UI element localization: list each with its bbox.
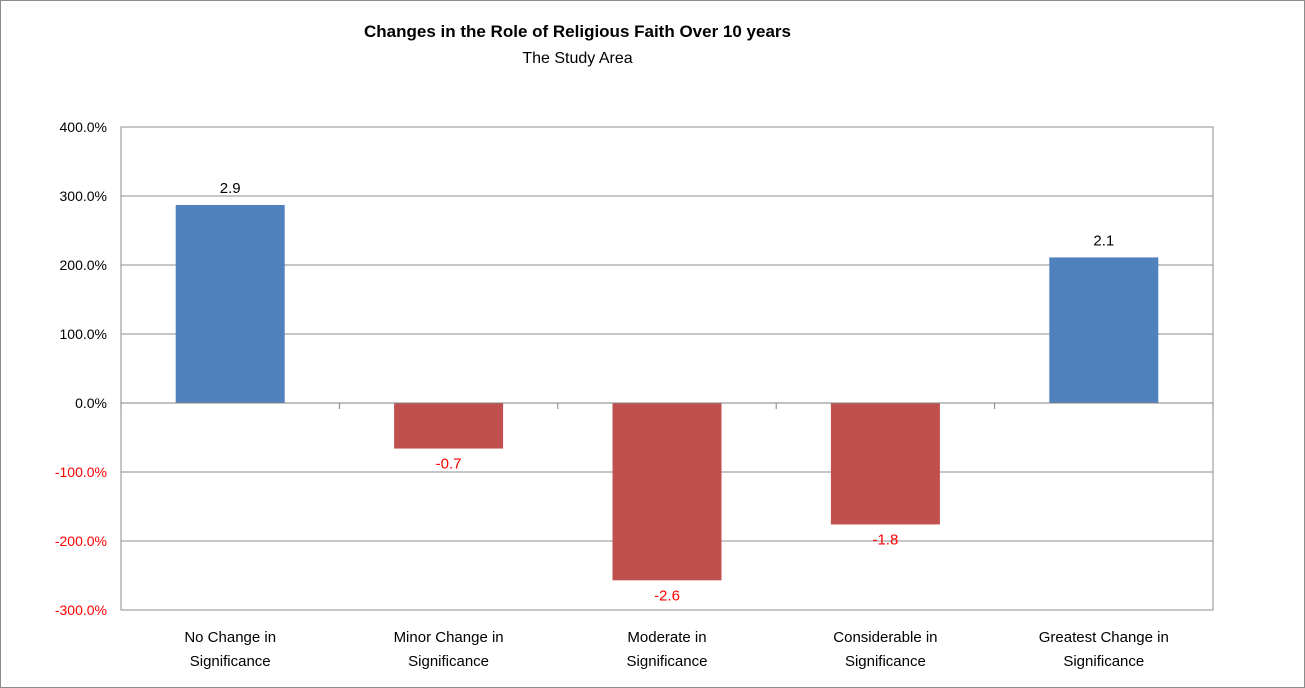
x-category-label: Significance bbox=[1063, 653, 1144, 670]
bar bbox=[830, 403, 940, 525]
y-tick-label: 400.0% bbox=[60, 119, 107, 135]
plot-area-border bbox=[120, 126, 1214, 611]
data-label: 2.1 bbox=[1093, 232, 1114, 249]
x-category-label: Minor Change in bbox=[394, 629, 504, 646]
y-tick-label: 100.0% bbox=[60, 326, 107, 342]
x-category-label: Greatest Change in bbox=[1039, 629, 1169, 646]
data-label: 2.9 bbox=[220, 180, 241, 197]
bar bbox=[612, 403, 722, 581]
x-category-label: Significance bbox=[627, 653, 708, 670]
x-category-label: Significance bbox=[845, 653, 926, 670]
x-category-label: Significance bbox=[408, 653, 489, 670]
y-tick-label: -300.0% bbox=[55, 602, 107, 618]
bar bbox=[394, 403, 504, 449]
y-tick-label: -200.0% bbox=[55, 533, 107, 549]
x-category-label: Significance bbox=[190, 653, 271, 670]
x-category-label: Moderate in bbox=[627, 629, 706, 646]
y-tick-label: 200.0% bbox=[60, 257, 107, 273]
y-tick-label: 0.0% bbox=[75, 395, 107, 411]
y-tick-label: 300.0% bbox=[60, 188, 107, 204]
x-category-label: Considerable in bbox=[833, 629, 937, 646]
data-label: -1.8 bbox=[872, 531, 898, 548]
data-label: -2.6 bbox=[654, 587, 680, 604]
chart-subtitle: The Study Area bbox=[522, 50, 633, 67]
data-label: -0.7 bbox=[436, 456, 462, 473]
bar bbox=[175, 204, 285, 403]
bar bbox=[1049, 257, 1159, 403]
chart-title: Changes in the Role of Religious Faith O… bbox=[363, 22, 791, 41]
y-tick-label: -100.0% bbox=[55, 464, 107, 480]
x-category-label: No Change in bbox=[184, 629, 276, 646]
